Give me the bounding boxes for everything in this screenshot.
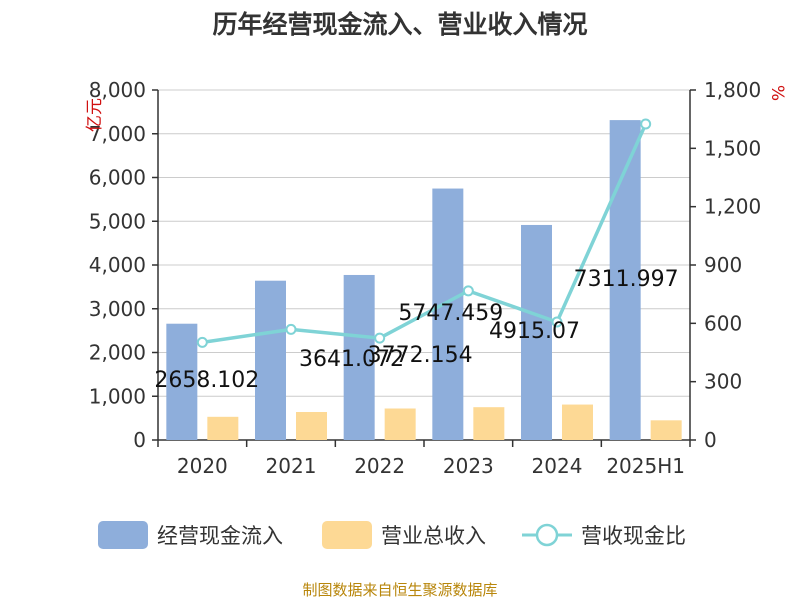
right-unit-label: % <box>767 85 787 101</box>
ratio-point <box>374 332 386 344</box>
cash-inflow-bar <box>343 274 375 440</box>
revenue-bar <box>562 404 593 440</box>
legend-label: 营收现金比 <box>581 524 686 548</box>
revenue-bar <box>207 416 239 440</box>
source-note: 制图数据来自恒生聚源数据库 <box>302 581 497 599</box>
cash-inflow-data-label: 2658.102 <box>154 368 259 393</box>
legend-marker <box>535 523 559 547</box>
ratio-line <box>196 118 652 348</box>
cash-inflow-data-label: 3641.072 <box>299 347 404 372</box>
right-tick-label: 1,800 <box>704 78 761 102</box>
x-tick-label: 2025H1 <box>606 454 685 478</box>
ratio-point <box>285 323 297 335</box>
legend-label: 营业总收入 <box>381 524 486 548</box>
legend: 经营现金流入 营业总收入 营收现金比 <box>98 521 686 549</box>
legend-label: 经营现金流入 <box>157 524 283 548</box>
cash-inflow-bar <box>432 188 464 440</box>
cash-inflow-data-label: 4915.07 <box>489 319 580 344</box>
ratio-point <box>462 285 474 297</box>
axes: 0 1,000 2,000 3,000 4,000 5,000 6,000 7,000 8,00… <box>85 78 787 478</box>
left-tick-label: 2,000 <box>89 341 146 365</box>
right-tick-label: 600 <box>704 311 742 335</box>
revenue-bar <box>650 420 682 440</box>
cash-inflow-bar <box>521 224 552 440</box>
bars <box>166 120 682 440</box>
right-tick-label: 900 <box>704 253 742 277</box>
left-tick-label: 7,000 <box>89 122 146 146</box>
cash-inflow-bar <box>255 280 286 440</box>
cash-inflow-bar <box>166 323 198 440</box>
legend-cash-inflow: 经营现金流入 <box>98 521 283 549</box>
ratio-line-path <box>202 123 648 345</box>
x-tick-label: 2020 <box>177 454 228 478</box>
x-tick-label: 2021 <box>266 454 317 478</box>
revenue-bar <box>384 408 416 440</box>
cash-inflow-data-label: 5747.459 <box>398 301 503 326</box>
x-tick-label: 2023 <box>443 454 494 478</box>
right-tick-label: 0 <box>704 428 717 452</box>
left-tick-label: 5,000 <box>89 209 146 233</box>
right-tick-label: 300 <box>704 370 742 394</box>
x-tick-label: 2022 <box>354 454 405 478</box>
legend-ratio: 营收现金比 <box>522 523 686 548</box>
legend-swatch <box>98 521 148 549</box>
ratio-point <box>551 316 563 328</box>
legend-swatch <box>322 521 372 549</box>
left-tick-label: 8,000 <box>89 78 146 102</box>
gridlines <box>158 89 690 441</box>
left-tick-label: 6,000 <box>89 166 146 190</box>
ratio-point <box>640 118 652 130</box>
left-tick-label: 0 <box>133 428 146 452</box>
revenue-bar <box>296 412 327 440</box>
right-tick-label: 1,200 <box>704 195 761 219</box>
legend-revenue: 营业总收入 <box>322 521 486 549</box>
left-tick-label: 4,000 <box>89 253 146 277</box>
cash-inflow-data-label: 7311.997 <box>574 267 679 292</box>
ratio-point <box>196 336 208 348</box>
left-unit-label: 亿元 <box>85 98 105 132</box>
left-tick-label: 1,000 <box>89 384 146 408</box>
chart-title: 历年经营现金流入、营业收入情况 <box>212 10 587 39</box>
right-tick-label: 1,500 <box>704 136 761 160</box>
cash-inflow-data-label: 3772.154 <box>368 343 473 368</box>
revenue-bar <box>473 407 505 440</box>
x-tick-label: 2024 <box>532 454 583 478</box>
left-tick-label: 3,000 <box>89 297 146 321</box>
